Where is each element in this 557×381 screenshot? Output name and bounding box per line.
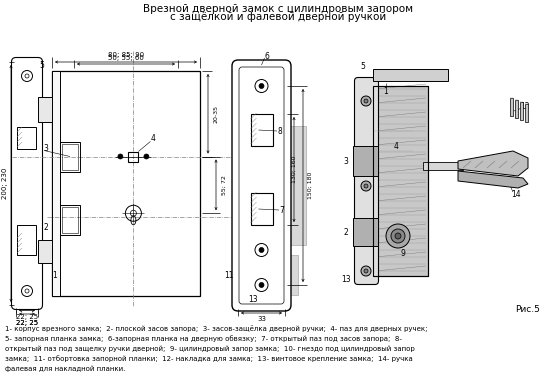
Circle shape: [259, 83, 264, 88]
Text: Врезной дверной замок с цилиндровым запором: Врезной дверной замок с цилиндровым запо…: [143, 4, 413, 14]
Text: 13: 13: [248, 295, 258, 304]
Circle shape: [25, 289, 29, 293]
FancyBboxPatch shape: [354, 77, 379, 285]
Bar: [286, 255, 298, 295]
Text: 8: 8: [277, 126, 282, 136]
Bar: [510, 98, 513, 116]
Circle shape: [25, 74, 29, 78]
Bar: [353, 218, 378, 246]
Polygon shape: [458, 151, 528, 176]
Polygon shape: [38, 97, 52, 122]
Text: 200; 230: 200; 230: [2, 168, 8, 199]
Text: 4: 4: [394, 141, 398, 150]
FancyBboxPatch shape: [232, 60, 291, 311]
Circle shape: [259, 282, 264, 288]
Bar: [129, 152, 138, 162]
Circle shape: [259, 248, 264, 253]
Text: 22; 25: 22; 25: [16, 314, 38, 320]
Polygon shape: [38, 240, 52, 263]
Circle shape: [361, 266, 371, 276]
Bar: [17, 127, 36, 149]
Circle shape: [118, 154, 123, 159]
Circle shape: [364, 99, 368, 103]
Polygon shape: [458, 171, 528, 188]
Bar: [373, 86, 428, 276]
Text: 3: 3: [43, 144, 48, 153]
Text: 150; 180: 150; 180: [307, 172, 312, 199]
Bar: [62, 207, 78, 233]
Circle shape: [391, 229, 405, 243]
Text: 1: 1: [52, 272, 57, 280]
Text: 6: 6: [264, 51, 269, 61]
Text: Рис.5: Рис.5: [515, 304, 540, 314]
Text: 55; 72: 55; 72: [222, 175, 227, 195]
Bar: [251, 193, 272, 225]
Text: 13: 13: [341, 274, 351, 283]
Text: 7: 7: [280, 205, 285, 215]
Bar: [515, 100, 518, 118]
Text: 5: 5: [40, 61, 45, 69]
Text: фалевая для накладной планки.: фалевая для накладной планки.: [5, 365, 125, 371]
Text: 22; 25: 22; 25: [16, 320, 38, 326]
Text: 4: 4: [151, 134, 156, 143]
Text: 20-35: 20-35: [213, 105, 218, 123]
Bar: [353, 146, 378, 176]
Text: 2: 2: [43, 223, 48, 232]
Text: с защёлкой и фалевой дверной ручкой: с защёлкой и фалевой дверной ручкой: [170, 12, 386, 22]
Text: 5- запорная планка замка;  6-запорная планка на дверную обвязку;  7- открытый па: 5- запорная планка замка; 6-запорная пла…: [5, 335, 402, 342]
Text: 5: 5: [360, 61, 365, 70]
Text: открытый паз под защелку ручки дверной;  9- цилиндровый запор замка;  10- гнездо: открытый паз под защелку ручки дверной; …: [5, 345, 415, 352]
Text: 80; 85; 90: 80; 85; 90: [108, 52, 144, 58]
Text: 1: 1: [384, 86, 388, 96]
Circle shape: [395, 233, 401, 239]
Bar: [373, 86, 428, 276]
Bar: [52, 71, 60, 296]
Bar: [251, 114, 272, 146]
Bar: [60, 141, 80, 171]
Text: 33: 33: [257, 316, 266, 322]
Text: 14: 14: [511, 189, 521, 199]
Circle shape: [361, 181, 371, 191]
Bar: [373, 69, 448, 81]
Circle shape: [364, 184, 368, 188]
Text: 11: 11: [224, 271, 234, 280]
Text: 130; 160: 130; 160: [291, 156, 296, 183]
Circle shape: [361, 96, 371, 106]
Circle shape: [364, 269, 368, 273]
FancyBboxPatch shape: [12, 58, 42, 309]
Text: 1- корпус врезного замка;  2- плоской засов запора;  3- засов-защёлка дверной ру: 1- корпус врезного замка; 2- плоской зас…: [5, 325, 428, 332]
Bar: [286, 126, 306, 245]
Bar: [62, 144, 78, 170]
Circle shape: [386, 224, 410, 248]
Text: 2: 2: [344, 227, 348, 237]
Bar: [60, 205, 80, 235]
Circle shape: [144, 154, 149, 159]
Bar: [423, 162, 463, 170]
Text: 22; 25: 22; 25: [16, 320, 38, 326]
Bar: [520, 102, 523, 120]
Text: 3: 3: [344, 157, 349, 165]
Text: 12: 12: [520, 101, 530, 110]
Bar: [17, 225, 36, 255]
Bar: [525, 104, 528, 122]
Text: 9: 9: [400, 248, 405, 258]
Text: замка;  11- отбортовка запорной планки;  12- накладка для замка;  13- винтовое к: замка; 11- отбортовка запорной планки; 1…: [5, 355, 413, 362]
Bar: [52, 71, 200, 296]
Text: 50; 55; 60: 50; 55; 60: [108, 55, 144, 61]
